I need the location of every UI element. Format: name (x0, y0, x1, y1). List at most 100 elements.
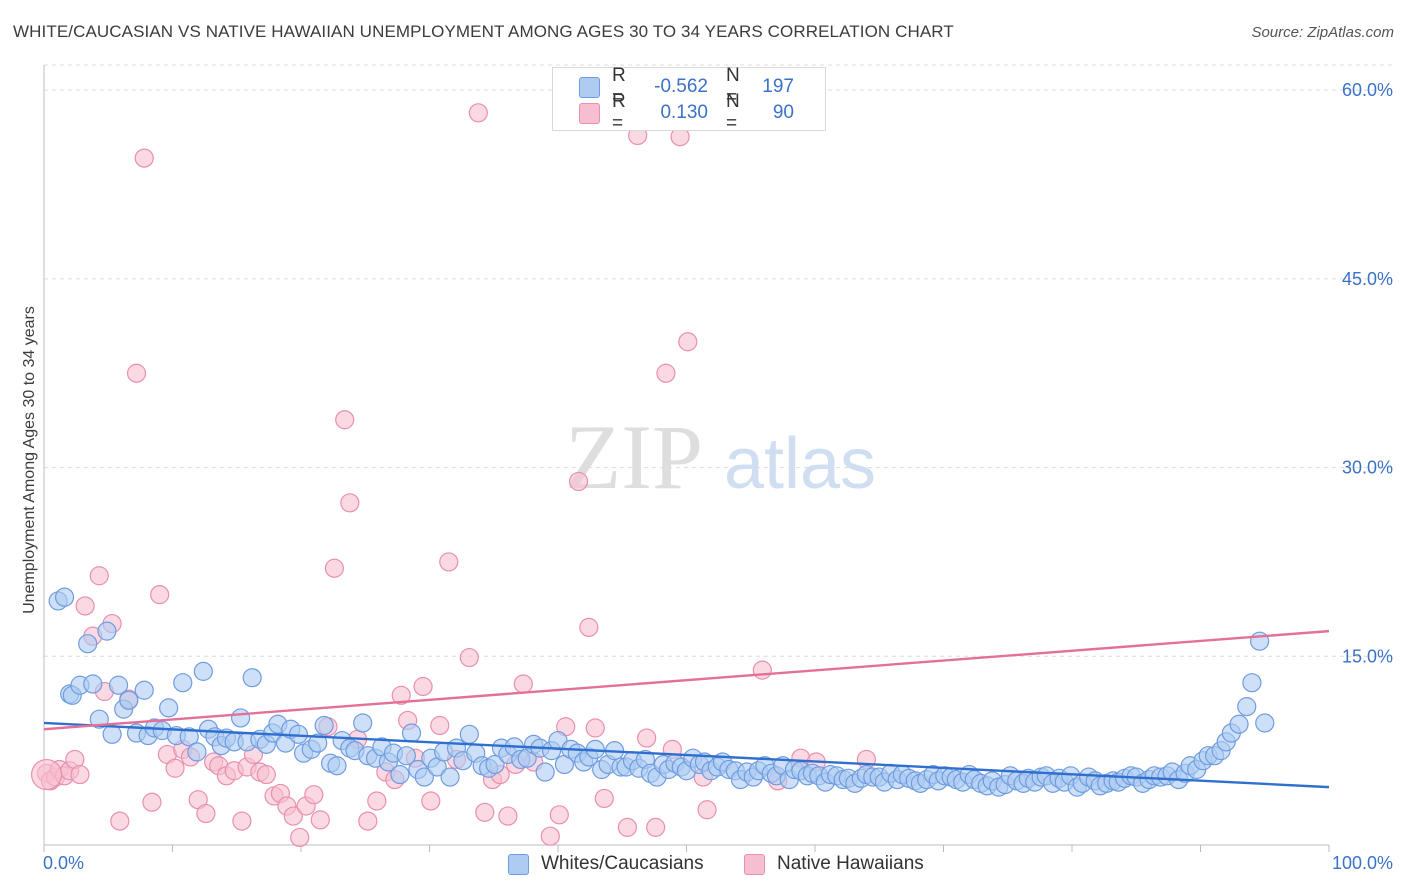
x-tick-label-min: 0.0% (43, 853, 84, 873)
white-point (78, 634, 98, 654)
white-point (390, 764, 410, 785)
native-hawaiian-point (283, 806, 303, 826)
native-hawaiian-point (752, 660, 772, 680)
legend-row-hawaiian: R = 0.130 N = 90 (579, 91, 794, 134)
native-hawaiian-point (459, 647, 479, 668)
white-point (485, 754, 505, 775)
white-point (459, 724, 479, 744)
white-point (414, 767, 434, 787)
y-tick-label: 45.0% (1342, 269, 1393, 289)
native-hawaiian-point (30, 758, 63, 791)
native-hawaiian-point (421, 791, 441, 811)
native-hawaiian-point (70, 764, 90, 785)
white-point (242, 668, 262, 688)
white-point (108, 675, 129, 695)
native-hawaiian-point (165, 758, 185, 778)
native-hawaiian-point (150, 585, 170, 605)
white-point (401, 723, 422, 743)
legend-n-label: N = (726, 65, 740, 108)
hawaiian-trend-line (43, 629, 1330, 731)
legend-swatch-white (579, 76, 600, 98)
native-hawaiian-point (134, 148, 154, 168)
tick-labels: 15.0% 30.0% 45.0% 60.0% 0.0% 100.0% (43, 80, 1393, 873)
white-point (314, 715, 334, 736)
white-point (193, 661, 213, 681)
x-tick-label-max: 100.0% (1332, 853, 1393, 873)
native-hawaiian-point (142, 792, 162, 812)
white-point (54, 587, 75, 607)
white-trend-line (43, 721, 1330, 789)
legend-r-label: R = (612, 65, 626, 108)
native-hawaiian-point (439, 552, 459, 572)
native-hawaiian-point (126, 363, 147, 383)
native-hawaiian-point (75, 596, 95, 616)
watermark: ZIP atlas (565, 406, 876, 508)
native-hawaiian-point (646, 817, 666, 837)
native-hawaiian-point (549, 805, 569, 825)
white-point (353, 713, 373, 733)
bottom-legend-hawaiian: Native Hawaiians (744, 853, 924, 875)
white-point (102, 724, 122, 744)
white-point (396, 746, 416, 766)
native-hawaiian-point (579, 617, 599, 637)
legend-n-value-hawaiian: 90 (772, 102, 794, 123)
grid-lines (44, 64, 1392, 657)
native-hawaiian-point (304, 785, 324, 805)
native-hawaiian-point (196, 803, 216, 824)
native-hawaiian-point (367, 791, 387, 811)
white-point (83, 674, 103, 694)
native-hawaiian-point (585, 718, 605, 738)
white-point (159, 698, 179, 718)
white-point (440, 767, 460, 787)
y-tick-label: 15.0% (1342, 646, 1393, 666)
white-point (119, 690, 139, 710)
trend-lines (43, 629, 1330, 789)
chart-title: WHITE/CAUCASIAN VS NATIVE HAWAIIAN UNEMP… (13, 22, 954, 41)
native-hawaiian-point (540, 826, 560, 846)
legend-r-label: R = (612, 91, 626, 134)
native-hawaiian-point (310, 810, 330, 830)
bottom-legend-label-white: Whites/Caucasians (541, 853, 704, 874)
watermark-atlas: atlas (724, 424, 876, 504)
native-hawaiian-point (324, 558, 345, 578)
native-hawaiian-point (430, 715, 450, 736)
legend-n-value-white: 197 (762, 76, 794, 97)
bottom-legend-swatch-white (508, 853, 529, 875)
native-hawaiian-point (110, 811, 130, 831)
native-hawaiian-point (678, 332, 698, 352)
native-hawaiian-point (232, 811, 252, 831)
correlation-legend: R = -0.562 N = 197 R = 0.130 N = 90 (552, 65, 826, 134)
native-hawaiian-point (617, 817, 637, 837)
legend-swatch-hawaiian (579, 102, 600, 124)
bottom-legend-swatch-hawaiian (744, 853, 765, 875)
native-hawaiian-point (413, 676, 433, 697)
white-point (97, 621, 117, 641)
y-tick-label: 60.0% (1342, 80, 1393, 100)
native-hawaiian-point (697, 800, 717, 820)
y-tick-label: 30.0% (1342, 458, 1393, 478)
native-hawaiian-point (335, 410, 355, 430)
white-point (327, 756, 347, 776)
legend-r-value-white: -0.562 (654, 76, 708, 97)
bottom-legend-label-hawaiian: Native Hawaiians (777, 853, 924, 874)
native-hawaiian-point (340, 493, 360, 513)
native-hawaiian-point (498, 806, 518, 826)
white-point (535, 762, 555, 782)
y-axis-label: Unemployment Among Ages 30 to 34 years (21, 306, 38, 614)
white-point (1255, 713, 1275, 733)
native-hawaiian-point (475, 802, 495, 822)
white-point (187, 742, 207, 762)
native-hawaiian-point (256, 764, 276, 785)
bottom-legend-white: Whites/Caucasians (508, 853, 704, 875)
native-hawaiian-point (358, 811, 378, 831)
native-hawaiian-point (637, 728, 657, 748)
native-hawaiian-point (290, 827, 310, 848)
white-point (173, 673, 193, 693)
native-hawaiian-point (656, 363, 676, 383)
white-point (179, 727, 199, 747)
white-point (1229, 714, 1249, 734)
native-hawaiian-point (594, 788, 614, 809)
white-point (1237, 697, 1257, 717)
native-hawaiian-point (513, 674, 533, 694)
